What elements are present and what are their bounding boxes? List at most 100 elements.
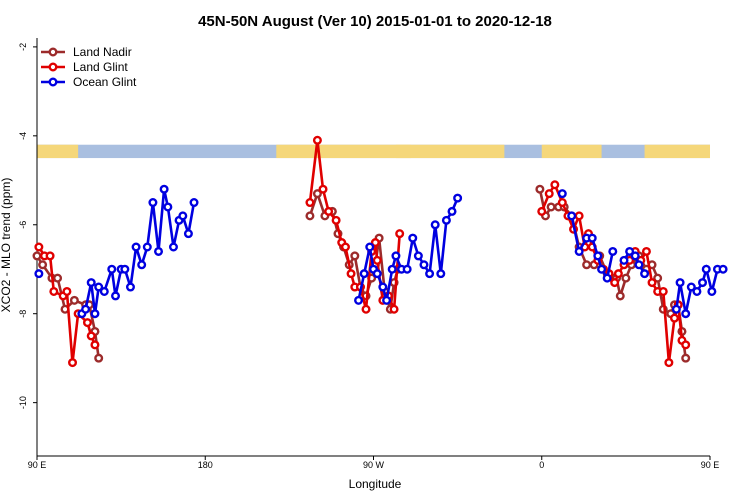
land-band-segment [37, 144, 79, 159]
ocean-glint-point [587, 233, 597, 243]
series-ocean-glint [34, 184, 728, 319]
x-tick-label: 90 E [28, 460, 47, 470]
ocean-glint-point [567, 211, 577, 221]
ocean-glint-line [675, 264, 724, 314]
land-glint-point [610, 278, 620, 288]
land-glint-point [62, 286, 72, 296]
land-nadir-point [38, 260, 48, 270]
legend-marker [48, 77, 58, 87]
ocean-glint-point [419, 260, 429, 270]
land-glint-point [324, 206, 334, 216]
ocean-glint-point [453, 193, 463, 203]
ocean-glint-point [675, 278, 685, 288]
land-glint-point [669, 313, 679, 323]
land-nadir-point [681, 353, 691, 363]
land-glint-point [361, 304, 371, 314]
ocean-glint-point [34, 269, 44, 279]
ocean-glint-point [436, 269, 446, 279]
land-glint-point [370, 238, 380, 248]
chart-title: 45N-50N August (Ver 10) 2015-01-01 to 20… [198, 13, 552, 30]
ocean-glint-point [707, 286, 717, 296]
ocean-glint-point [593, 251, 603, 261]
land-glint-point [550, 180, 560, 190]
land-glint-point [305, 198, 315, 208]
land-nadir-point [535, 184, 545, 194]
land-nadir-point [350, 251, 360, 261]
land-glint-point [557, 198, 567, 208]
land-nadir-point [94, 353, 104, 363]
land-glint-point [90, 340, 100, 350]
land-glint-point [537, 206, 547, 216]
legend-marker [48, 47, 58, 57]
ocean-glint-point [391, 251, 401, 261]
ocean-glint-point [630, 251, 640, 261]
ocean-glint-point [90, 309, 100, 319]
ocean-glint-point [94, 282, 104, 292]
land-glint-point [49, 286, 59, 296]
ocean-glint-line [80, 188, 196, 315]
ocean-glint-point [125, 282, 135, 292]
ocean-glint-point [619, 255, 629, 265]
land-glint-point [574, 211, 584, 221]
y-tick-label: -8 [18, 310, 28, 318]
ocean-glint-point [447, 206, 457, 216]
ocean-glint-point [148, 198, 158, 208]
series-layer [32, 135, 728, 368]
land-glint-point [331, 215, 341, 225]
ocean-glint-point [557, 189, 567, 199]
y-tick-label: -10 [18, 396, 28, 409]
land-glint-point [395, 229, 405, 239]
ocean-glint-point [692, 286, 702, 296]
ocean-glint-point [602, 273, 612, 283]
land-glint-point [658, 286, 668, 296]
ocean-glint-point [671, 304, 681, 314]
ocean-glint-point [425, 269, 435, 279]
land-glint-point [34, 242, 44, 252]
land-glint-point [340, 242, 350, 252]
ocean-glint-point [137, 260, 147, 270]
ocean-glint-point [142, 242, 152, 252]
ocean-glint-point [107, 264, 117, 274]
land-glint-point [318, 184, 328, 194]
land-nadir-point [621, 273, 631, 283]
ocean-glint-point [131, 242, 141, 252]
ocean-glint-point [354, 295, 364, 305]
land-nadir-point [32, 251, 42, 261]
land-glint-point [613, 269, 623, 279]
series-land-glint [34, 135, 691, 368]
legend-label: Land Nadir [73, 45, 132, 59]
y-axis-label: XCO2 - MLO trend (ppm) [0, 178, 13, 313]
ocean-glint-point [430, 220, 440, 230]
ocean-glint-point [382, 295, 392, 305]
ocean-glint-point [86, 278, 96, 288]
land-nadir-point [305, 211, 315, 221]
land-nadir-line [35, 255, 100, 359]
land-nadir-point [546, 202, 556, 212]
ocean-glint-point [686, 282, 696, 292]
ocean-glint-point [154, 246, 164, 256]
land-glint-point [681, 340, 691, 350]
land-nadir-point [653, 273, 663, 283]
ocean-glint-point [681, 309, 691, 319]
ocean-glint-point [408, 233, 418, 243]
legend-marker [48, 62, 58, 72]
legend-label: Ocean Glint [73, 75, 137, 89]
land-band-segment [395, 144, 505, 159]
y-tick-label: -6 [18, 221, 28, 229]
ocean-glint-point [120, 264, 130, 274]
land-glint-point [641, 246, 651, 256]
legend-label: Land Glint [73, 60, 128, 74]
land-band-segment [276, 144, 411, 159]
ocean-glint-point [698, 278, 708, 288]
ocean-glint-point [413, 251, 423, 261]
ocean-glint-point [402, 264, 412, 274]
land-band-segment [541, 144, 602, 159]
x-tick-label: 90 W [363, 460, 385, 470]
land-glint-point [68, 358, 78, 368]
ocean-glint-point [387, 264, 397, 274]
y-tick-label: -4 [18, 132, 28, 140]
land-nadir-point [312, 189, 322, 199]
ocean-glint-point [718, 264, 728, 274]
ocean-glint-point [634, 260, 644, 270]
